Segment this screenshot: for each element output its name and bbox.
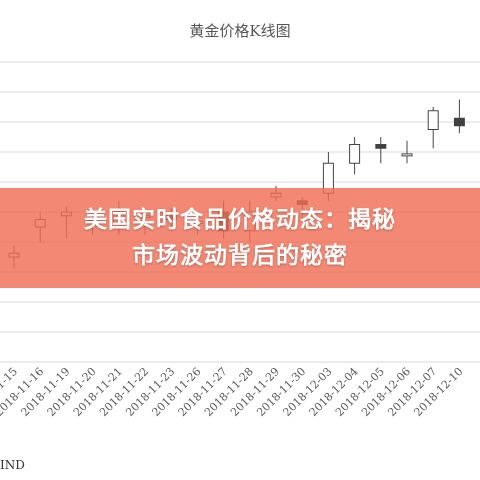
candle-body: [349, 144, 361, 164]
legend-label: IND: [0, 458, 25, 472]
candle-body: [375, 144, 387, 149]
chart-title: 黄金价格K线图: [189, 22, 291, 40]
candle-body: [401, 153, 413, 157]
headline-line-1: 美国实时食品价格动态：揭秘: [84, 207, 396, 233]
headline-line-2: 市场波动背后的秘密: [132, 243, 348, 269]
candle-body: [453, 117, 465, 127]
headline-banner[interactable]: 美国实时食品价格动态：揭秘 市场波动背后的秘密: [0, 188, 480, 288]
candle-body: [427, 110, 439, 130]
